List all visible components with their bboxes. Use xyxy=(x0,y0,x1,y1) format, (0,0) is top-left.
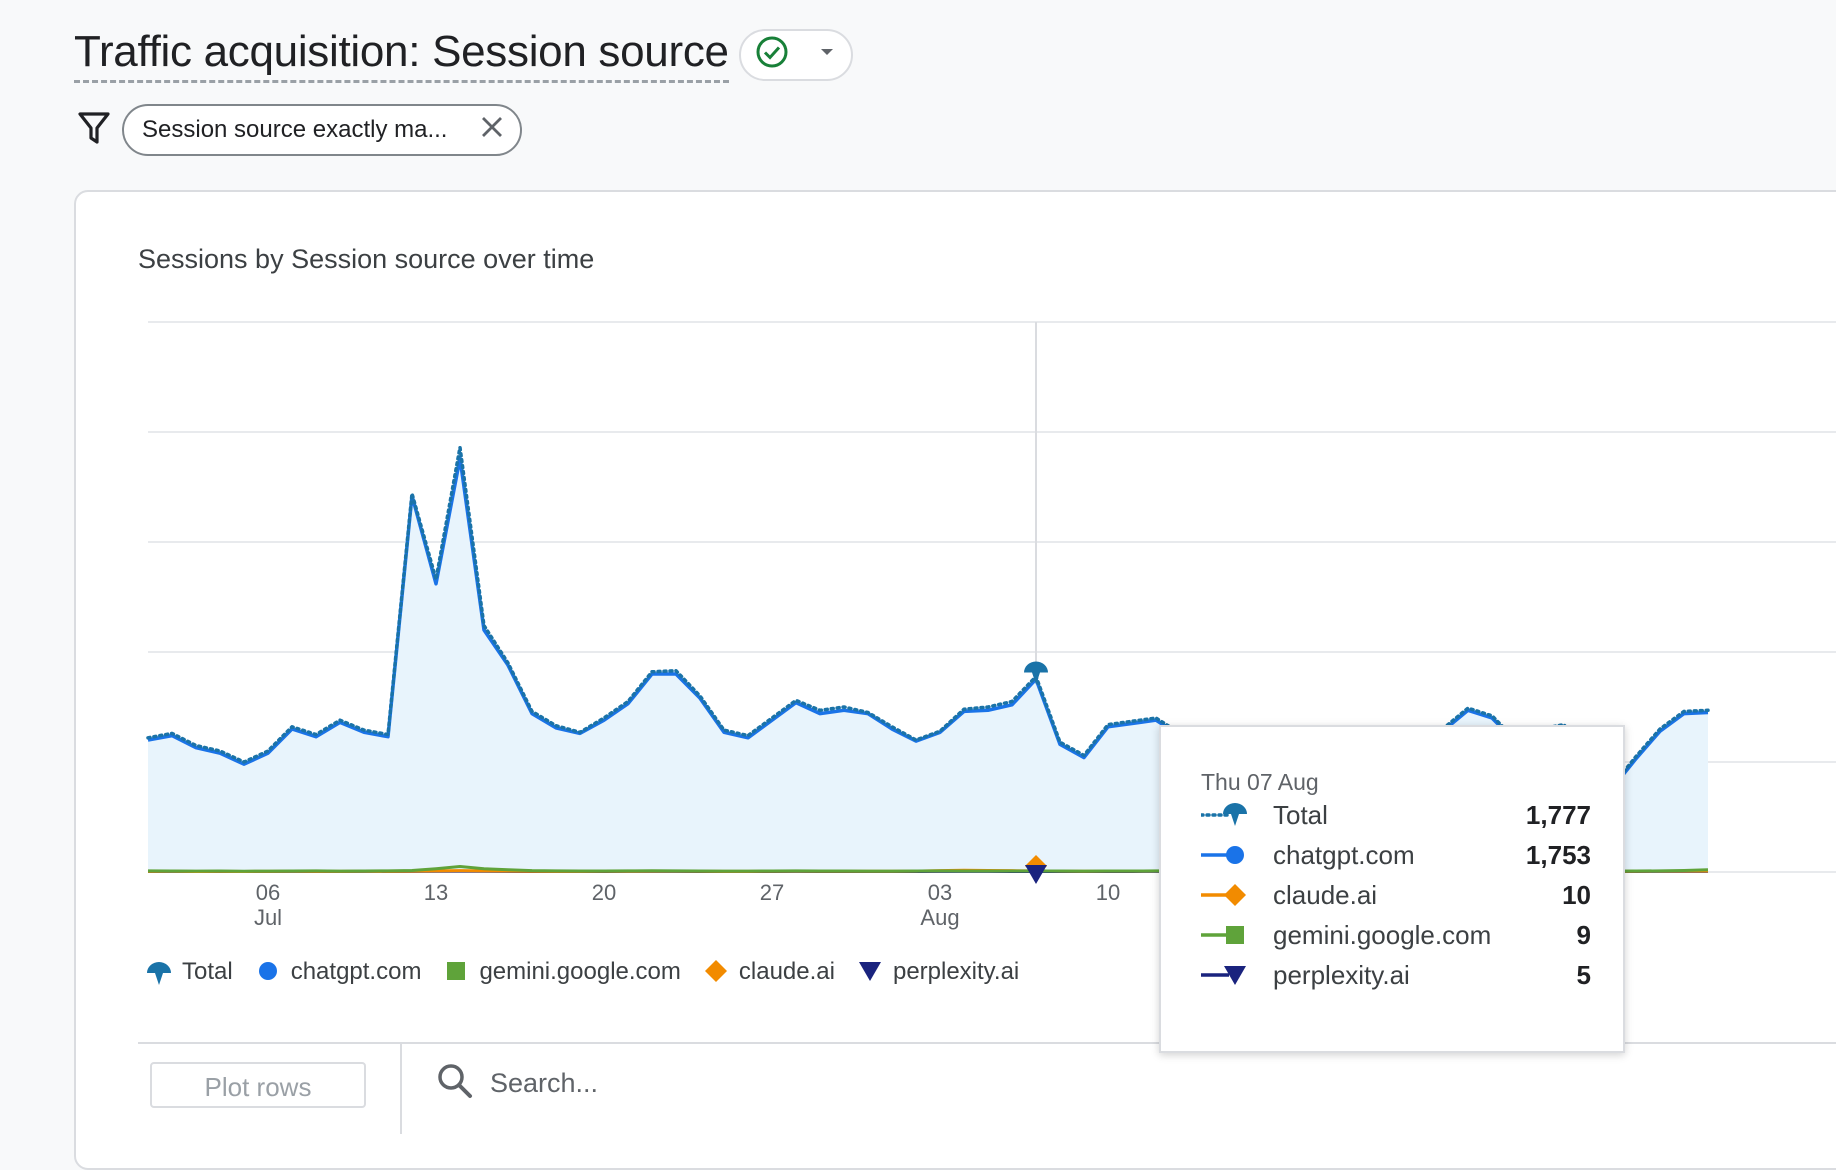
square-icon xyxy=(1201,920,1251,950)
diamond-icon xyxy=(703,958,729,986)
tooltip-series-value: 5 xyxy=(1577,960,1591,991)
tooltip-marker xyxy=(1226,926,1244,944)
legend-marker xyxy=(147,962,171,985)
search-wrap xyxy=(436,1062,1092,1105)
pin-icon xyxy=(146,958,172,986)
legend-marker xyxy=(447,962,465,980)
legend-label: Total xyxy=(182,958,233,986)
tooltip-series-name: gemini.google.com xyxy=(1273,920,1577,951)
x-tick-label: 20 xyxy=(592,880,616,905)
circle-icon xyxy=(1201,840,1251,870)
x-tick-month-label: Jul xyxy=(254,905,282,930)
legend-marker xyxy=(705,960,727,982)
legend-item-claude-ai[interactable]: claude.ai xyxy=(703,958,835,986)
legend-item-perplexity-ai[interactable]: perplexity.ai xyxy=(857,958,1019,986)
tooltip-series-name: claude.ai xyxy=(1273,880,1562,911)
tooltip-marker xyxy=(1224,884,1246,906)
x-tick-label: 27 xyxy=(760,880,784,905)
table-toolbar: Plot rows xyxy=(138,1042,1836,1134)
square-icon xyxy=(443,958,469,986)
x-tick-label: 06 xyxy=(256,880,280,905)
toolbar-divider xyxy=(400,1044,402,1134)
legend-item-chatgpt-com[interactable]: chatgpt.com xyxy=(255,958,422,986)
tooltip-marker xyxy=(1226,846,1244,864)
legend-item-total[interactable]: Total xyxy=(146,958,233,986)
legend-label: chatgpt.com xyxy=(291,958,422,986)
tooltip-series-value: 1,777 xyxy=(1526,800,1591,831)
x-tick-label: 13 xyxy=(424,880,448,905)
x-tick-label: 03 xyxy=(928,880,952,905)
diamond-icon xyxy=(1201,880,1251,910)
tooltip-series-value: 1,753 xyxy=(1526,840,1591,871)
tooltip-series-name: Total xyxy=(1273,800,1526,831)
x-tick-month-label: Aug xyxy=(920,905,959,930)
tooltip-date: Thu 07 Aug xyxy=(1201,769,1319,796)
legend-marker xyxy=(859,962,881,981)
highlight-total-marker xyxy=(1024,662,1048,685)
legend-label: gemini.google.com xyxy=(479,958,680,986)
triangle-icon xyxy=(857,958,883,986)
tooltip-series-name: perplexity.ai xyxy=(1273,960,1577,991)
triangle-icon xyxy=(1201,960,1251,990)
plot-rows-button[interactable]: Plot rows xyxy=(150,1062,366,1108)
highlight-perplexity-marker xyxy=(1025,865,1047,884)
search-input[interactable] xyxy=(488,1067,1092,1100)
legend-label: perplexity.ai xyxy=(893,958,1019,986)
tooltip-series-value: 10 xyxy=(1562,880,1591,911)
circle-icon xyxy=(255,958,281,986)
tooltip-series-name: chatgpt.com xyxy=(1273,840,1526,871)
search-icon xyxy=(436,1062,474,1105)
legend-label: claude.ai xyxy=(739,958,835,986)
tooltip-series-value: 9 xyxy=(1577,920,1591,951)
chart-legend: Total chatgpt.com gemini.google.com claude.… xyxy=(146,958,1041,986)
legend-item-gemini-google-com[interactable]: gemini.google.com xyxy=(443,958,680,986)
pin-icon xyxy=(1201,800,1251,830)
legend-marker xyxy=(259,962,277,980)
x-tick-label: 10 xyxy=(1096,880,1120,905)
